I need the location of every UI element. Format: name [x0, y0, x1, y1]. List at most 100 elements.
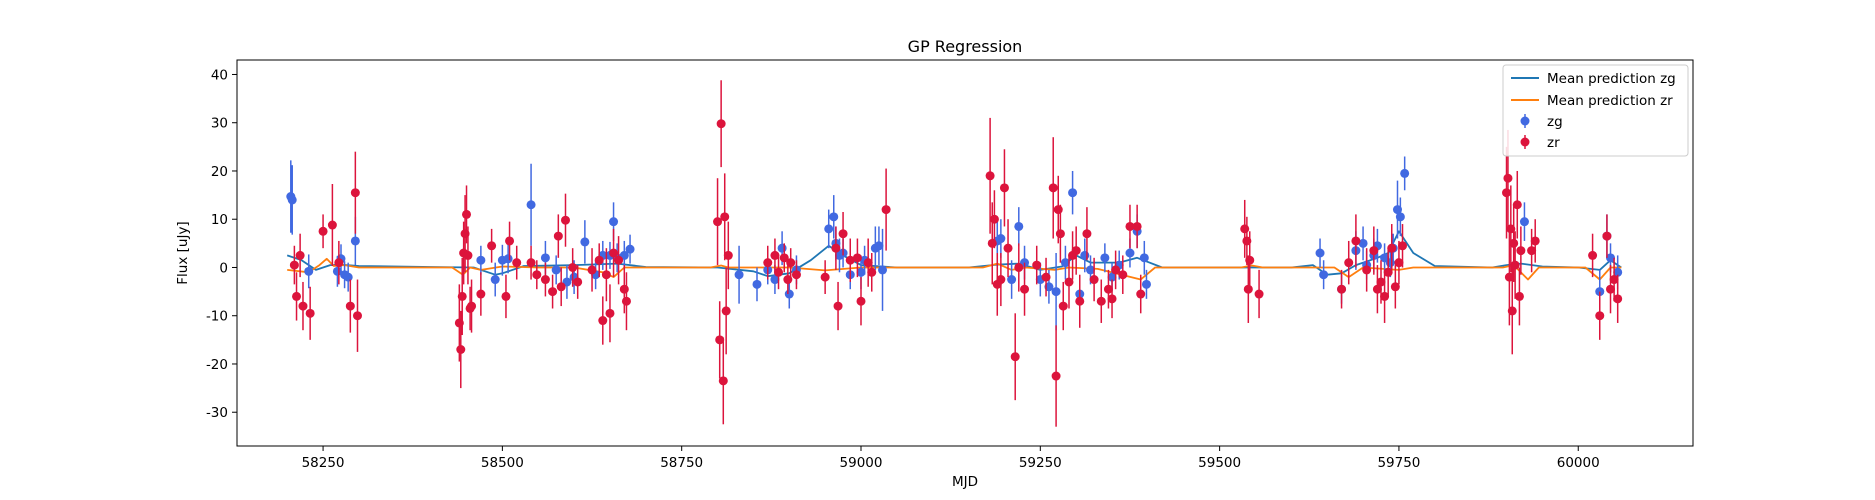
zg-point — [1606, 253, 1616, 263]
zr-point — [985, 171, 995, 181]
zr-point — [763, 258, 773, 268]
zr-point — [1048, 183, 1058, 193]
zg-point — [490, 275, 500, 285]
zr-point — [1398, 241, 1408, 251]
zr-point — [457, 291, 467, 301]
zr-point — [345, 301, 355, 311]
zg-point — [1141, 279, 1151, 289]
zr-point — [1058, 301, 1068, 311]
zg-point — [996, 234, 1006, 244]
zg-point — [1613, 267, 1623, 277]
zr-point — [318, 226, 328, 236]
zr-point — [856, 296, 866, 306]
zr-point — [540, 275, 550, 285]
x-tick-label: 60000 — [1557, 455, 1600, 471]
zg-point — [540, 253, 550, 263]
zr-point — [1125, 221, 1135, 231]
zg-point — [1125, 248, 1135, 258]
zg-point — [304, 266, 314, 276]
zr-point — [721, 306, 731, 316]
zg-point — [551, 265, 561, 275]
y-tick-label: 20 — [211, 164, 228, 180]
zg-point — [856, 267, 866, 277]
zg-point — [1014, 221, 1024, 231]
zr-point — [1096, 296, 1106, 306]
zr-point — [1387, 243, 1397, 253]
zr-point — [1380, 291, 1390, 301]
zr-point — [298, 301, 308, 311]
zr-point — [1071, 246, 1081, 256]
zg-point — [777, 243, 787, 253]
zr-point — [1051, 371, 1061, 381]
zg-point — [1068, 188, 1078, 198]
zr-point — [833, 301, 843, 311]
zg-point — [526, 200, 536, 210]
zr-point — [568, 262, 578, 272]
zr-point — [587, 265, 597, 275]
zr-point — [594, 255, 604, 265]
y-tick-label: 0 — [219, 260, 228, 276]
zr-point — [1240, 224, 1250, 234]
zg-point — [1139, 253, 1149, 263]
zr-point — [1118, 270, 1128, 280]
zr-point — [456, 345, 466, 354]
zr-point — [1064, 277, 1074, 287]
x-tick-label: 58500 — [481, 455, 524, 471]
zg-point — [476, 255, 486, 265]
zg-point — [1100, 253, 1110, 263]
zr-point — [334, 258, 344, 268]
zr-point — [487, 241, 497, 251]
zr-point — [783, 275, 793, 285]
zr-point — [1053, 205, 1063, 215]
zr-point — [1514, 291, 1524, 301]
zr-point — [295, 250, 305, 260]
zg-point — [1519, 217, 1529, 227]
zr-point — [720, 212, 730, 222]
zr-point — [852, 253, 862, 263]
zr-point — [1089, 275, 1099, 285]
zr-point — [867, 267, 877, 277]
zr-point — [715, 335, 725, 345]
zr-point — [1383, 267, 1393, 277]
zr-point — [1606, 284, 1616, 294]
zr-point — [1243, 284, 1253, 294]
x-tick-label: 59500 — [1198, 455, 1241, 471]
zr-point — [548, 287, 558, 297]
legend-label-mean-zg: Mean prediction zg — [1547, 71, 1676, 87]
zr-point — [289, 260, 299, 270]
zr-point — [601, 270, 611, 280]
zr-point — [352, 311, 362, 321]
zg-point — [580, 237, 590, 247]
zg-point — [734, 270, 744, 280]
zr-point — [1372, 284, 1382, 294]
zr-point — [716, 119, 726, 129]
zr-point — [713, 217, 723, 227]
zr-point — [619, 284, 629, 294]
zr-point — [598, 316, 608, 326]
zg-point — [1051, 287, 1061, 297]
zr-point — [350, 188, 360, 198]
zr-point — [1344, 258, 1354, 268]
zr-point — [1337, 284, 1347, 294]
zr-point — [1014, 262, 1024, 272]
zr-point — [779, 253, 789, 263]
zr-point — [1609, 275, 1619, 285]
zr-point — [463, 250, 473, 260]
zr-point — [560, 215, 570, 225]
zr-point — [605, 308, 615, 318]
zr-point — [1510, 260, 1520, 270]
y-axis: -30 -20 -10 0 10 20 30 40 — [206, 67, 237, 421]
y-tick-label: -10 — [206, 309, 228, 325]
zr-point — [1527, 246, 1537, 256]
zg-point — [1395, 212, 1405, 222]
zg-point — [1060, 258, 1070, 268]
zg-point — [503, 254, 513, 264]
zr-point — [621, 296, 631, 306]
zr-point — [1507, 306, 1517, 316]
x-axis: 58250 58500 58750 59000 59250 59500 59750 60000 — [302, 446, 1600, 471]
zr-point — [1010, 352, 1020, 362]
zr-point — [1351, 236, 1361, 246]
zg-point — [770, 275, 780, 285]
legend-label-zr: zr — [1547, 135, 1560, 151]
